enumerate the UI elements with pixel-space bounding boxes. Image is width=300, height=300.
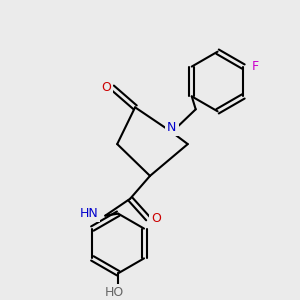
Text: HO: HO <box>105 286 124 299</box>
Text: O: O <box>151 212 161 225</box>
Text: O: O <box>101 81 111 94</box>
Text: HN: HN <box>80 207 98 220</box>
Text: F: F <box>252 60 259 73</box>
Text: N: N <box>167 121 176 134</box>
